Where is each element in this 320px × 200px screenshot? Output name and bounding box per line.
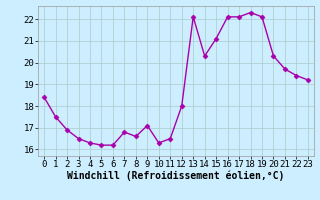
X-axis label: Windchill (Refroidissement éolien,°C): Windchill (Refroidissement éolien,°C) [67,171,285,181]
